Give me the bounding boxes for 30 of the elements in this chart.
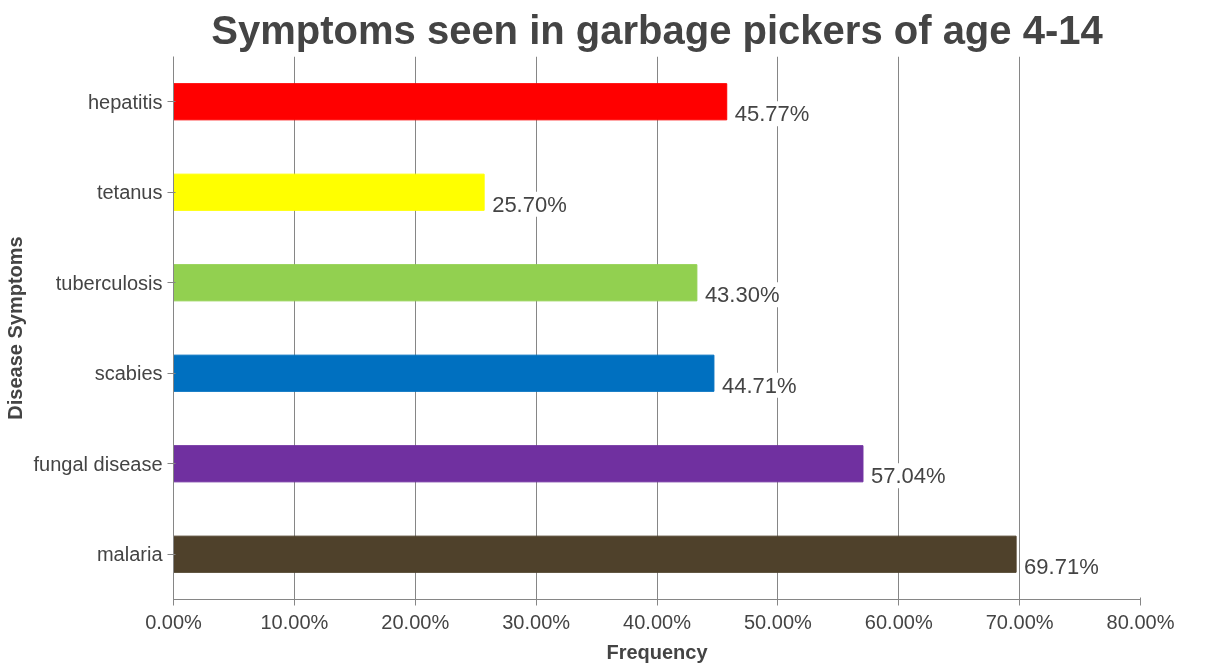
- y-tick-label: malaria: [96, 543, 164, 566]
- y-tick-label: scabies: [94, 362, 163, 385]
- chart-title: Symptoms seen in garbage pickers of age 4-14: [211, 7, 1104, 52]
- bar: [173, 354, 715, 392]
- bar: [173, 83, 728, 121]
- x-tick-label: 40.00%: [623, 610, 692, 633]
- data-label: 69.71%: [1024, 553, 1099, 579]
- bar: [173, 173, 485, 211]
- x-tick-label: 60.00%: [864, 610, 933, 633]
- data-label: 45.77%: [734, 101, 810, 127]
- x-tick-label: 20.00%: [381, 610, 450, 633]
- bar: [173, 535, 1017, 573]
- x-tick-label: 10.00%: [260, 610, 329, 633]
- bar: [173, 264, 698, 302]
- y-axis-title: Disease Symptoms: [3, 236, 26, 420]
- x-tick-label: 80.00%: [1106, 610, 1175, 633]
- data-label: 57.04%: [870, 463, 946, 489]
- x-tick-label: 30.00%: [502, 610, 571, 633]
- y-tick-label: hepatitis: [88, 90, 163, 113]
- x-axis-title: Frequency: [606, 640, 709, 663]
- x-tick-label: 0.00%: [145, 610, 203, 633]
- bar: [173, 445, 864, 483]
- y-tick-label: fungal disease: [33, 452, 163, 475]
- y-tick-label: tetanus: [96, 181, 163, 204]
- data-label: 44.71%: [721, 372, 797, 398]
- x-tick-label: 70.00%: [985, 610, 1054, 633]
- data-label: 25.70%: [492, 191, 567, 217]
- x-tick-label: 50.00%: [743, 610, 813, 633]
- data-label: 43.30%: [704, 282, 780, 308]
- y-tick-label: tuberculosis: [55, 271, 163, 294]
